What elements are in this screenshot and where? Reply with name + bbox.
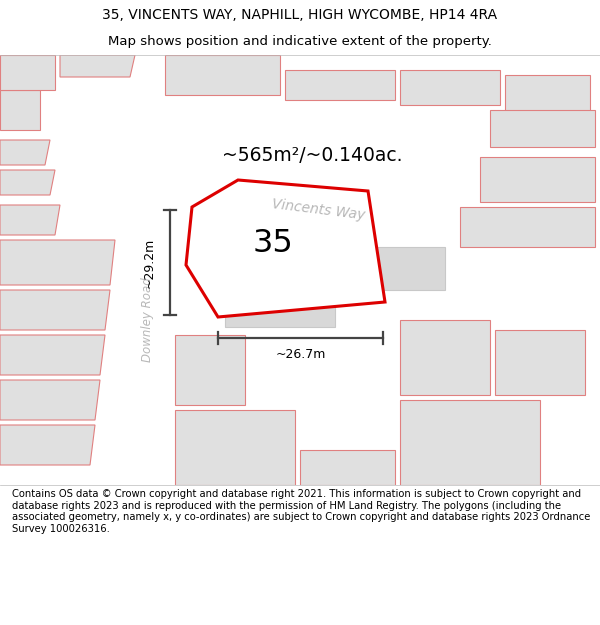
Polygon shape xyxy=(128,183,600,288)
Polygon shape xyxy=(0,380,100,420)
Polygon shape xyxy=(0,140,50,165)
Text: Downley Road: Downley Road xyxy=(140,278,154,362)
Text: ~29.2m: ~29.2m xyxy=(143,238,156,288)
Text: Contains OS data © Crown copyright and database right 2021. This information is : Contains OS data © Crown copyright and d… xyxy=(12,489,590,534)
Polygon shape xyxy=(0,205,60,235)
Polygon shape xyxy=(225,257,335,327)
Polygon shape xyxy=(175,335,245,405)
Polygon shape xyxy=(490,110,595,147)
Text: ~565m²/~0.140ac.: ~565m²/~0.140ac. xyxy=(222,146,403,165)
Text: ~26.7m: ~26.7m xyxy=(275,348,326,361)
Polygon shape xyxy=(400,70,500,105)
Polygon shape xyxy=(186,180,385,317)
Polygon shape xyxy=(0,335,105,375)
Polygon shape xyxy=(400,400,540,485)
Polygon shape xyxy=(60,55,135,77)
Polygon shape xyxy=(400,320,490,395)
Text: 35, VINCENTS WAY, NAPHILL, HIGH WYCOMBE, HP14 4RA: 35, VINCENTS WAY, NAPHILL, HIGH WYCOMBE,… xyxy=(103,8,497,22)
Polygon shape xyxy=(165,55,280,95)
Polygon shape xyxy=(495,330,585,395)
Polygon shape xyxy=(118,55,178,485)
Polygon shape xyxy=(0,170,55,195)
Text: Map shows position and indicative extent of the property.: Map shows position and indicative extent… xyxy=(108,35,492,48)
Text: Vincents Way: Vincents Way xyxy=(271,198,365,222)
Polygon shape xyxy=(505,75,590,115)
Polygon shape xyxy=(0,290,110,330)
Polygon shape xyxy=(300,450,395,485)
Polygon shape xyxy=(0,55,55,90)
Polygon shape xyxy=(0,240,115,285)
Polygon shape xyxy=(480,157,595,202)
Polygon shape xyxy=(460,207,595,247)
Polygon shape xyxy=(0,425,95,465)
Text: 35: 35 xyxy=(252,228,293,259)
Polygon shape xyxy=(175,410,295,485)
Polygon shape xyxy=(375,247,445,290)
Polygon shape xyxy=(285,70,395,100)
Polygon shape xyxy=(0,90,40,130)
